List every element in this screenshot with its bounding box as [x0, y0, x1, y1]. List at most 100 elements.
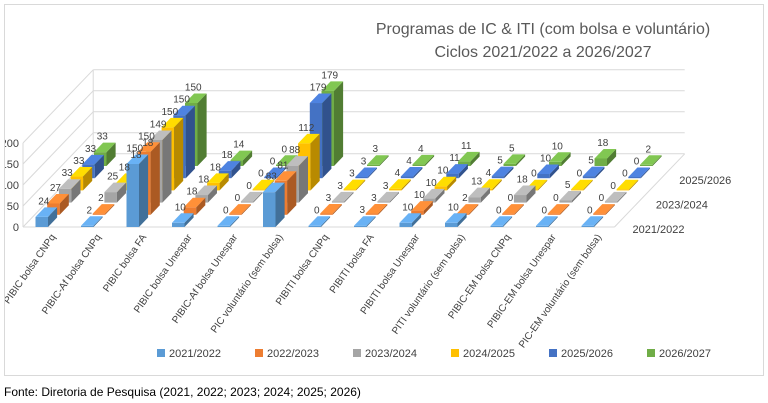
bar-side — [504, 166, 514, 179]
bar-pibiti-bolsa-cnpq-2025-2026 — [355, 167, 377, 179]
bar-side — [275, 182, 285, 227]
bar-top — [582, 166, 605, 177]
bar-top — [503, 154, 526, 164]
bar-top — [400, 167, 423, 177]
bar-pibic-em-bolsa-cnpq-2021-2022 — [490, 216, 513, 227]
bar-pibic-em-bolsa-unespar-2026-2027 — [594, 148, 617, 166]
data-label: 24 — [38, 196, 50, 207]
data-label: 11 — [461, 141, 472, 152]
bar-front — [35, 216, 48, 227]
data-label: 2 — [86, 205, 92, 216]
legend-swatch-2021-2022 — [157, 349, 165, 357]
bar-top — [264, 167, 286, 177]
bar-top — [173, 105, 195, 116]
data-label: 5 — [509, 143, 515, 154]
bar-top — [172, 213, 194, 223]
bar-side — [344, 191, 354, 203]
bar-side — [322, 93, 332, 179]
data-label: 83 — [266, 172, 278, 183]
bar-front — [582, 176, 596, 179]
bar-top — [183, 197, 206, 208]
bar-front — [549, 161, 562, 166]
bar-pibic-af-bolsa-cnpq-2022-2023 — [92, 204, 115, 215]
data-label: 3 — [371, 193, 377, 204]
bar-front — [308, 225, 321, 227]
bar-front — [581, 225, 594, 227]
category-label-pibic-bolsa-fa: PIBIC bolsa FA — [101, 232, 149, 294]
data-label: 0 — [270, 157, 276, 168]
bar-top — [217, 216, 240, 226]
bar-side — [617, 191, 627, 203]
bar-front — [445, 222, 458, 227]
bar-side — [571, 191, 582, 203]
bar-front — [252, 189, 266, 191]
y-tick-label: 0 — [13, 222, 19, 234]
bar-side — [412, 213, 422, 227]
bar-front — [458, 161, 471, 166]
bar-side — [629, 179, 639, 191]
bar-pibic-em-bolsa-unespar-2025-2026 — [582, 166, 605, 179]
bar-top — [399, 213, 422, 223]
bar-pic-volunt-rio-sem-bolsa-2021-2022 — [263, 182, 285, 227]
bar-side — [162, 130, 172, 203]
bar-side — [287, 171, 297, 215]
bar-front — [343, 189, 357, 191]
bar-side — [492, 179, 502, 191]
bar-front — [434, 186, 448, 191]
bar-front — [537, 174, 550, 179]
bar-top — [207, 173, 229, 183]
data-label: 2 — [98, 193, 104, 204]
bar-top — [616, 179, 639, 190]
legend-swatch-2026-2027 — [647, 349, 655, 357]
bar-side — [425, 154, 435, 166]
bar-top — [491, 166, 514, 177]
bar-side — [139, 154, 149, 227]
bar-side — [174, 117, 184, 191]
bar-top — [628, 167, 650, 177]
bar-top — [185, 93, 207, 103]
data-label: 3 — [361, 156, 367, 167]
bar-side — [378, 204, 388, 215]
chart-3d-bar: Programas de IC & ITI (com bolsa e volun… — [5, 21, 731, 360]
bar-top — [559, 191, 582, 201]
bar-pibic-af-bolsa-cnpq-2021-2022 — [81, 216, 103, 227]
bar-pibiti-bolsa-cnpq-2021-2022 — [308, 216, 331, 227]
data-label: 18 — [142, 138, 154, 149]
data-label: 0 — [531, 169, 537, 180]
chart-title: Programas de IC & ITI (com bolsa e volun… — [376, 21, 710, 61]
data-label: 0 — [246, 181, 252, 192]
data-label: 10 — [175, 202, 187, 213]
bar-piti-volunt-rio-sem-bolsa-2023-2024 — [468, 187, 491, 203]
bar-pibic-bolsa-cnpq-2021-2022 — [35, 207, 58, 227]
bar-piti-volunt-rio-sem-bolsa-2025-2026 — [491, 166, 514, 179]
side-gridline — [22, 90, 94, 165]
chart-frame: Programas de IC & ITI (com bolsa e volun… — [4, 4, 764, 376]
bar-top — [92, 204, 115, 214]
chart-title-line-2: Ciclos 2021/2022 a 2026/2027 — [434, 44, 651, 61]
bar-front — [365, 213, 379, 215]
bar-side — [243, 150, 253, 166]
data-label: 10 — [414, 190, 426, 201]
bar-top — [320, 204, 342, 214]
bar-top — [298, 133, 320, 144]
bar-top — [513, 185, 536, 196]
bar-side — [253, 191, 263, 203]
data-label: 0 — [258, 169, 264, 180]
data-label: 18 — [210, 162, 222, 173]
bar-side — [595, 166, 605, 179]
legend-label-2023-2024: 2023/2024 — [365, 348, 417, 360]
bar-top — [149, 130, 172, 141]
bar-front — [411, 210, 424, 215]
bar-front — [276, 164, 289, 166]
bar-side — [379, 155, 389, 166]
legend-label-2022-2023: 2022/2023 — [267, 348, 319, 360]
bar-top — [537, 164, 559, 174]
bar-top — [195, 185, 218, 196]
bar-side — [310, 133, 320, 191]
bar-side — [549, 164, 559, 179]
bar-front — [616, 189, 630, 191]
depth-axis-label: 2025/2026 — [679, 175, 731, 187]
bar-pibic-em-bolsa-unespar-2024-2025 — [571, 179, 593, 191]
data-label: 150 — [126, 144, 143, 155]
bar-pibiti-bolsa-cnpq-2023-2024 — [331, 191, 354, 203]
